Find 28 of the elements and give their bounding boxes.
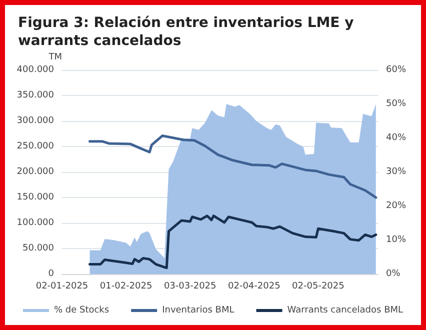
y-tick-label: 150.000 xyxy=(16,192,54,202)
x-tick-label: 03-03-2025 xyxy=(164,282,216,292)
x-tick-label: 02-01-2025 xyxy=(36,282,88,292)
y2-tick-label: 50% xyxy=(386,99,406,109)
y2-tick-label: 0% xyxy=(386,269,401,279)
y2-tick-label: 30% xyxy=(386,167,406,177)
legend-label: % de Stocks xyxy=(54,306,110,316)
x-tick-label: 01-02-2025 xyxy=(100,282,152,292)
y-tick-label: 200.000 xyxy=(16,167,54,177)
y2-tick-label: 10% xyxy=(386,235,406,245)
line-series xyxy=(88,134,378,199)
y-tick-label: 300.000 xyxy=(16,116,54,126)
chart-title: Figura 3: Relación entre inventarios LME y warrants cancelados xyxy=(18,14,355,50)
y-tick-label: 100.000 xyxy=(16,218,54,228)
y-tick-label: 250.000 xyxy=(16,142,54,152)
y-axis-title: TM xyxy=(48,52,62,62)
y-tick-label: 400.000 xyxy=(16,65,54,75)
x-tick-label: 02-05-2025 xyxy=(292,282,344,292)
y2-tick-label: 40% xyxy=(386,133,406,143)
y-tick-label: 0 xyxy=(48,269,54,279)
legend-label: Warrants cancelados BML xyxy=(287,306,404,316)
line-series xyxy=(88,214,378,270)
y2-tick-label: 60% xyxy=(386,65,406,75)
legend-label: Inventarios BML xyxy=(162,306,234,316)
y-tick-label: 50.000 xyxy=(22,244,54,254)
y2-tick-label: 20% xyxy=(386,201,406,211)
y-tick-label: 350.000 xyxy=(16,90,54,100)
x-tick-label: 02-04-2025 xyxy=(228,282,280,292)
